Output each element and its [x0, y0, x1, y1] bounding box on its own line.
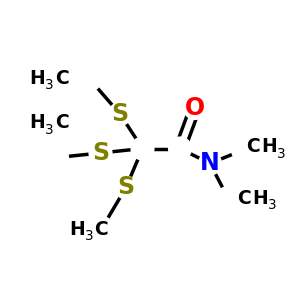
Text: 3: 3	[85, 229, 93, 243]
Text: H: H	[262, 137, 278, 157]
Text: C: C	[55, 113, 69, 133]
Text: C: C	[246, 137, 260, 157]
Circle shape	[131, 137, 154, 160]
Circle shape	[89, 142, 112, 164]
Text: H: H	[253, 188, 268, 208]
Text: N: N	[200, 152, 220, 176]
Circle shape	[79, 68, 101, 91]
Circle shape	[91, 217, 113, 239]
Text: C: C	[237, 188, 251, 208]
Text: O: O	[185, 96, 205, 120]
Text: C: C	[94, 220, 108, 239]
Circle shape	[109, 103, 131, 125]
Text: H: H	[69, 220, 85, 239]
Circle shape	[184, 97, 206, 119]
Text: S: S	[111, 102, 129, 126]
Text: S: S	[92, 141, 109, 165]
Text: 3: 3	[277, 147, 286, 160]
Text: H: H	[29, 68, 45, 88]
Text: S: S	[117, 176, 135, 200]
Circle shape	[115, 176, 137, 199]
Text: H: H	[29, 113, 45, 133]
Circle shape	[199, 152, 221, 175]
Circle shape	[169, 137, 191, 160]
Circle shape	[46, 146, 68, 169]
Circle shape	[217, 187, 239, 209]
Text: C: C	[55, 68, 69, 88]
Text: 3: 3	[45, 123, 54, 136]
Circle shape	[232, 139, 254, 161]
Text: 3: 3	[268, 198, 277, 212]
Text: 3: 3	[45, 78, 54, 92]
